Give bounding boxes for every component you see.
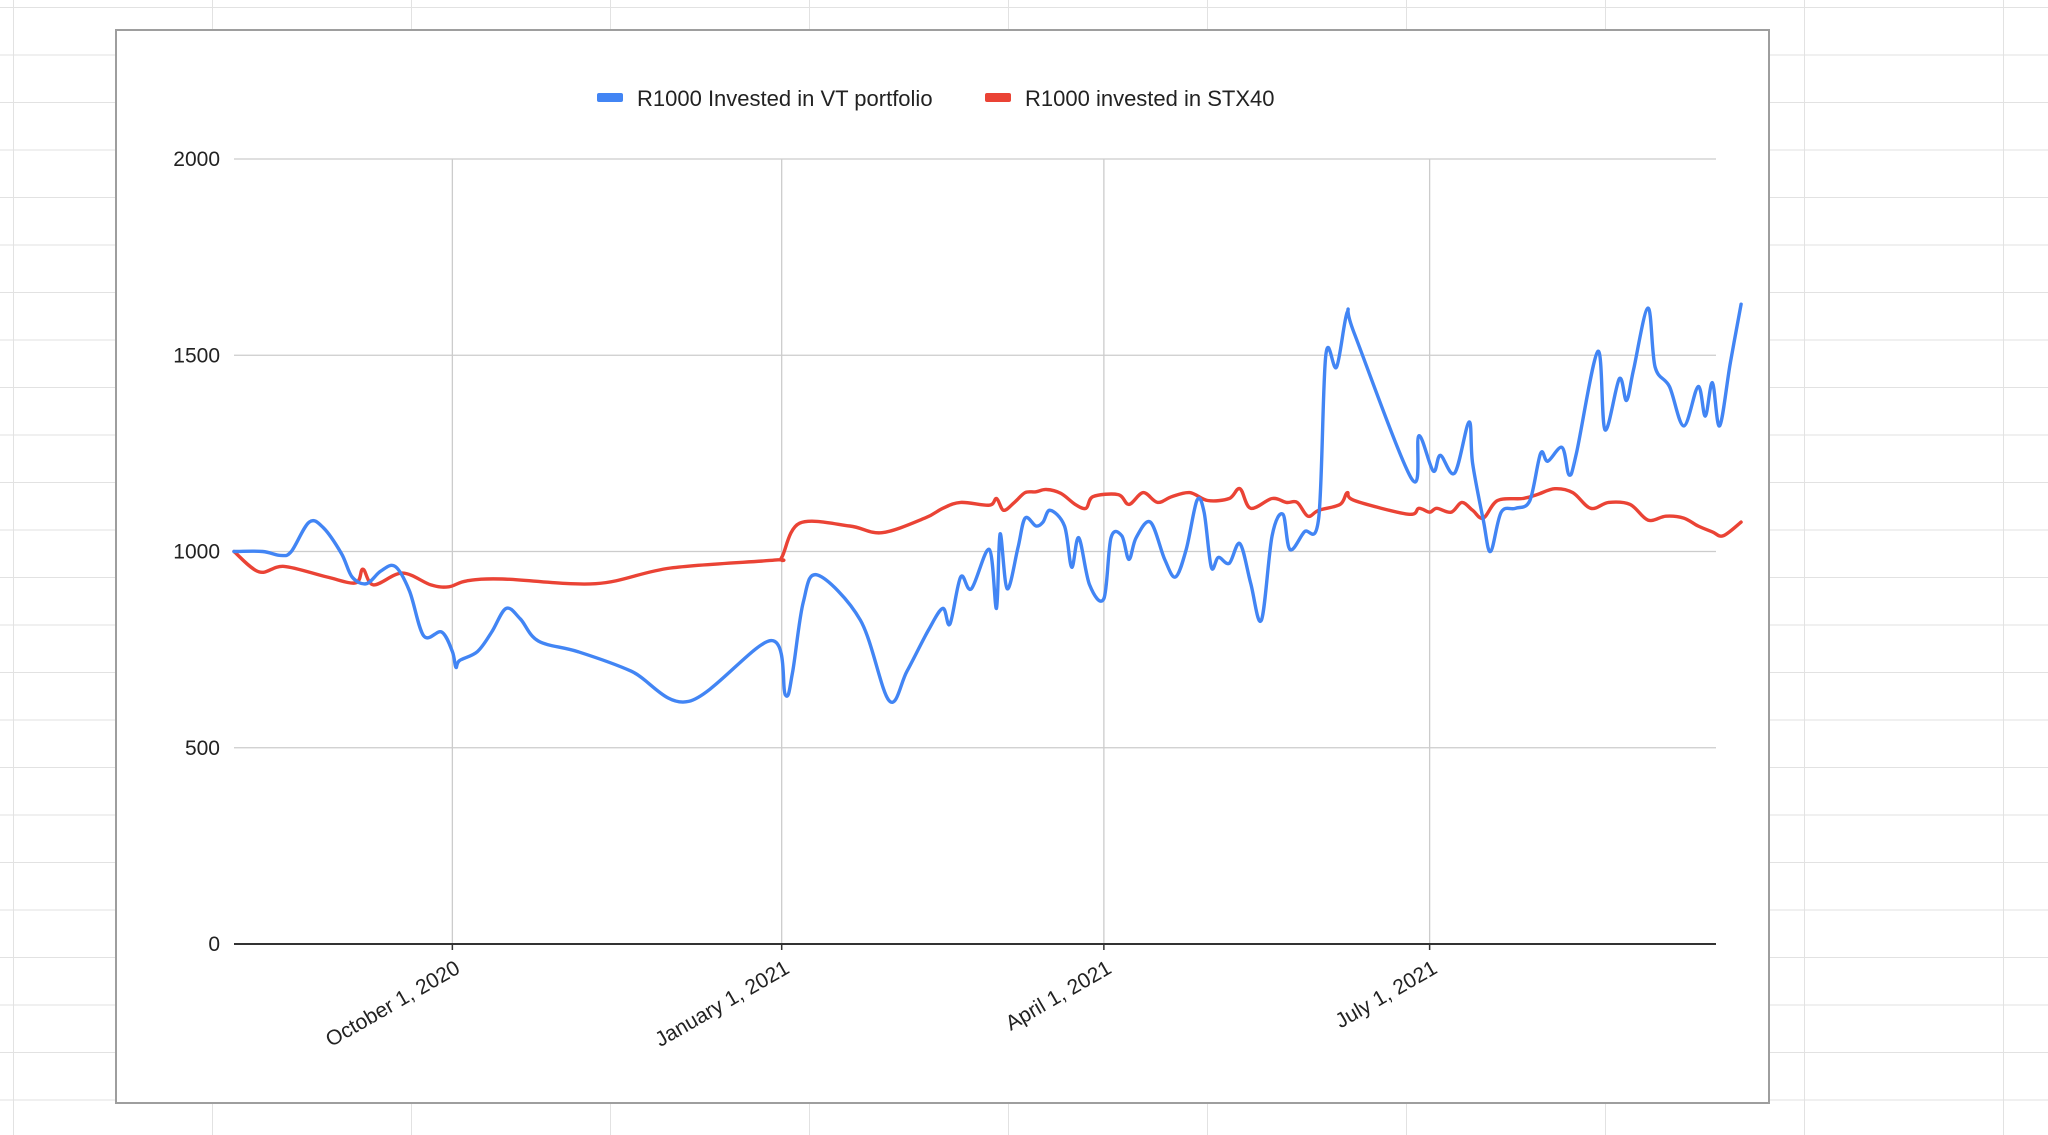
y-tick-label: 500	[185, 737, 220, 760]
y-tick-label: 1500	[173, 344, 220, 367]
y-tick-label: 0	[208, 933, 220, 956]
series-line-vt	[232, 302, 1743, 704]
legend-swatch-stx40	[985, 93, 1011, 102]
chart-svg: 0 500 1000 1500 2000 October 1, 2020 January 1…	[173, 86, 1743, 1052]
y-tick-label: 2000	[173, 148, 220, 171]
x-tick-label: April 1, 2021	[1002, 956, 1116, 1035]
x-tick-label: October 1, 2020	[322, 956, 464, 1051]
legend-item-stx40: R1000 invested in STX40	[985, 86, 1275, 111]
legend-swatch-vt	[597, 93, 623, 102]
x-tick-label: July 1, 2021	[1332, 956, 1442, 1033]
series-line-stx40	[232, 486, 1743, 589]
chart-card: 0 500 1000 1500 2000 October 1, 2020 January 1…	[115, 29, 1770, 1104]
x-tick-label: January 1, 2021	[651, 956, 793, 1051]
legend-item-vt: R1000 Invested in VT portfolio	[597, 86, 933, 111]
legend-label-stx40: R1000 invested in STX40	[1025, 86, 1275, 111]
legend-label-vt: R1000 Invested in VT portfolio	[637, 86, 933, 111]
y-tick-label: 1000	[173, 541, 220, 564]
